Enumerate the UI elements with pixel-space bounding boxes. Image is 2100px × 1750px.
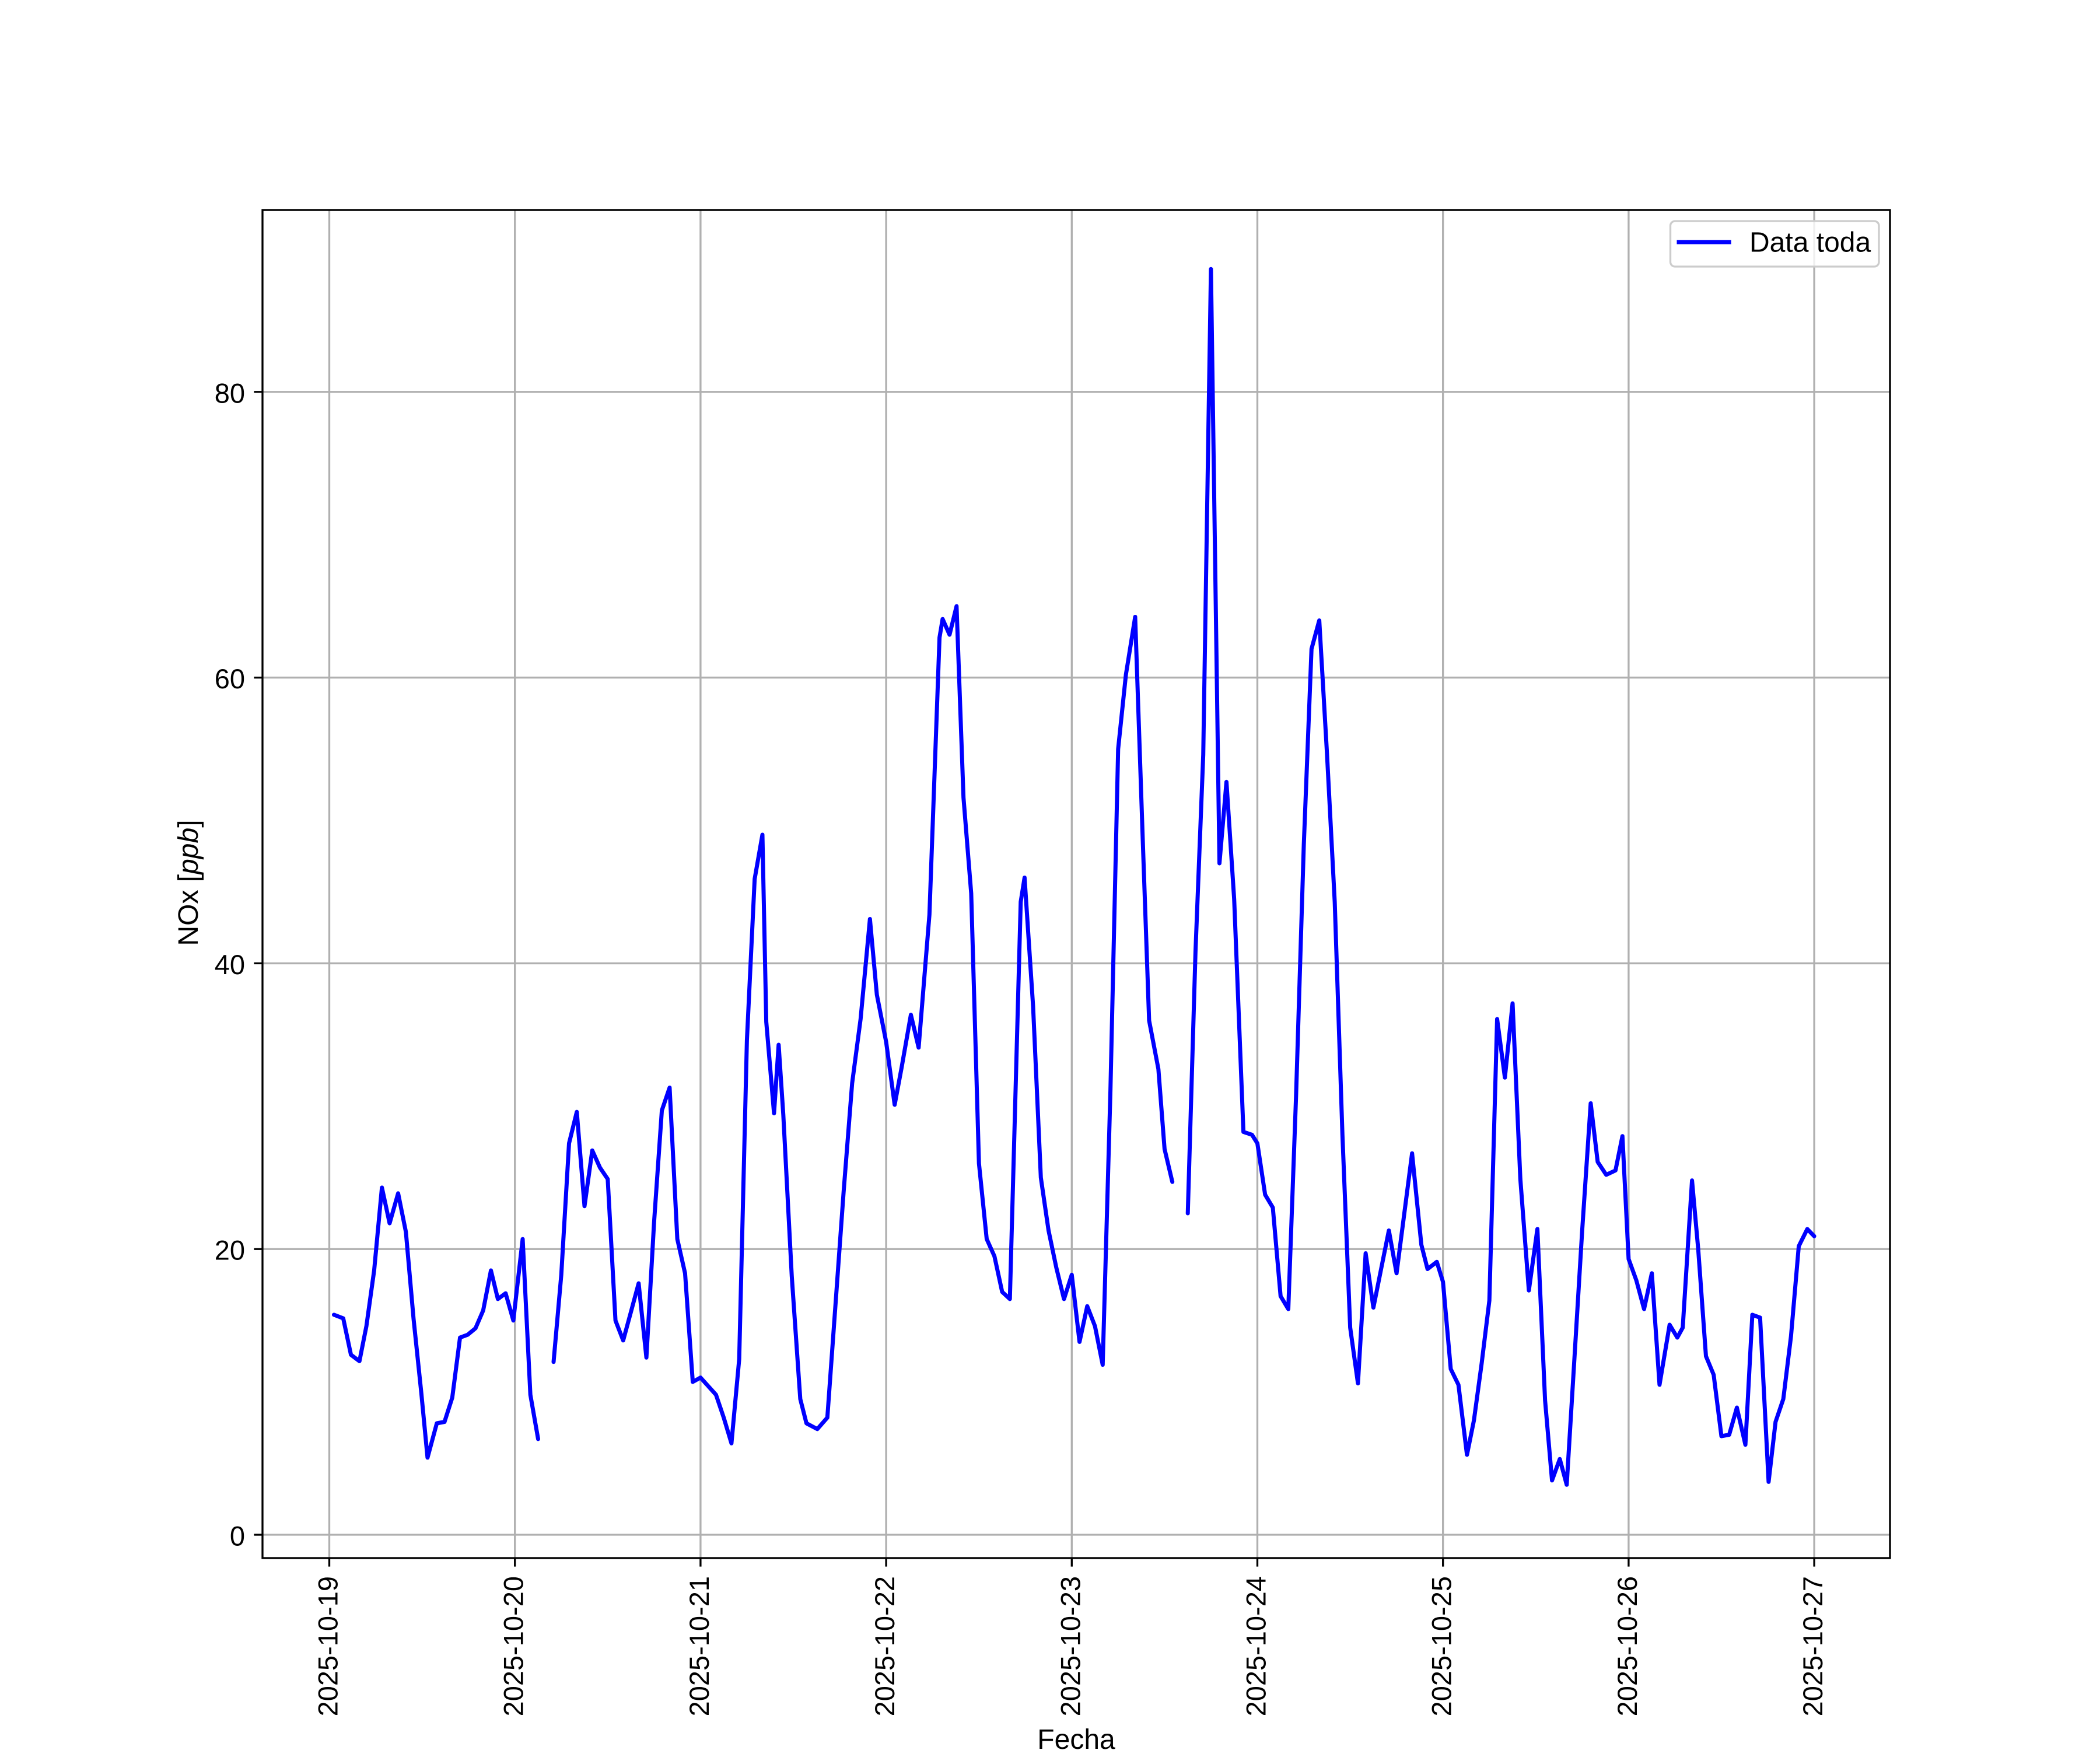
svg-text:2025-10-27: 2025-10-27	[1797, 1576, 1828, 1716]
svg-text:40: 40	[215, 949, 245, 980]
svg-text:2025-10-21: 2025-10-21	[684, 1576, 715, 1716]
svg-text:2025-10-20: 2025-10-20	[498, 1576, 529, 1716]
svg-text:80: 80	[215, 377, 245, 408]
svg-text:2025-10-23: 2025-10-23	[1055, 1576, 1086, 1716]
svg-text:60: 60	[215, 663, 245, 694]
svg-text:2025-10-22: 2025-10-22	[869, 1576, 900, 1716]
svg-text:NOx [ppb]: NOx [ppb]	[173, 820, 204, 946]
svg-text:Fecha: Fecha	[1037, 1724, 1115, 1750]
svg-text:2025-10-26: 2025-10-26	[1612, 1576, 1643, 1716]
svg-text:20: 20	[215, 1235, 245, 1266]
svg-text:2025-10-19: 2025-10-19	[313, 1576, 344, 1716]
svg-text:Data toda: Data toda	[1749, 228, 1871, 258]
svg-text:0: 0	[230, 1521, 245, 1552]
svg-text:2025-10-24: 2025-10-24	[1241, 1576, 1272, 1716]
svg-text:2025-10-25: 2025-10-25	[1426, 1576, 1457, 1716]
